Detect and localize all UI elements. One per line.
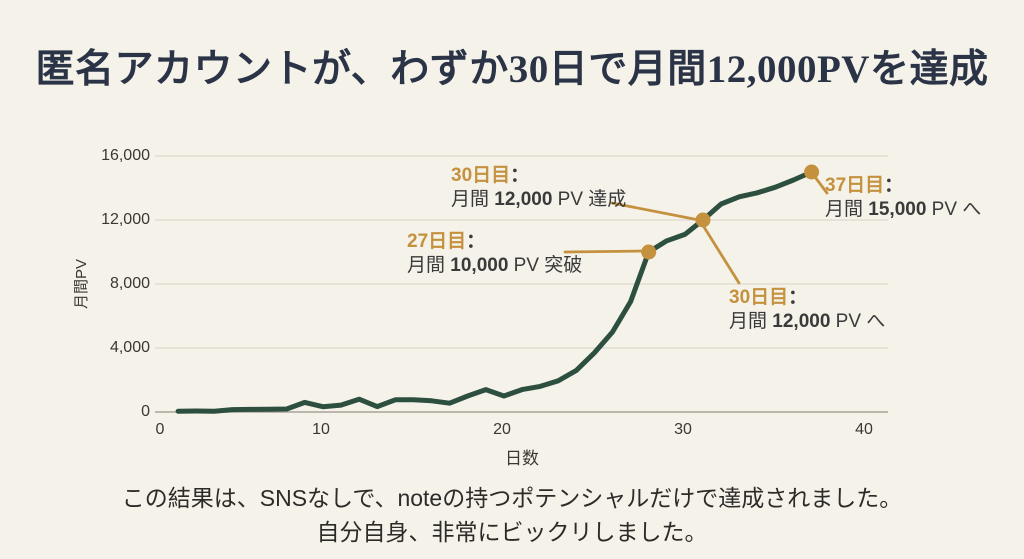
leader-line xyxy=(702,225,741,285)
leader-line xyxy=(610,201,701,222)
y-tick-12000: 12,000 xyxy=(101,211,150,228)
annotation-value: 12,000 xyxy=(772,311,831,332)
annotation-value-line: 月間 12,000 PV 達成 xyxy=(451,189,626,211)
annotation-value: 12,000 xyxy=(494,189,553,210)
annotation-value-line: 月間 12,000 PV へ xyxy=(729,311,885,333)
annotation-colon: ： xyxy=(788,287,808,308)
annotation-value: 15,000 xyxy=(868,199,927,220)
y-tick-8000: 8,000 xyxy=(109,275,150,292)
x-tick-20: 20 xyxy=(493,421,511,438)
annotation-suffix: PV へ xyxy=(830,311,886,332)
milestone-dot xyxy=(804,164,820,180)
annotation-day-text: 27日目 xyxy=(407,231,467,252)
annotation-day-label: 30日目： xyxy=(729,287,885,309)
annotation-day-text: 30日目 xyxy=(451,165,511,186)
annotation-colon: ： xyxy=(884,175,904,196)
annotation-day27-breakthrough: 27日目： 月間 10,000 PV 突破 xyxy=(407,231,582,277)
caption-line-2: 自分自身、非常にビックリしました。 xyxy=(316,519,708,545)
annotation-day30-achieved: 30日目： 月間 12,000 PV 達成 xyxy=(451,165,626,211)
milestone-dot xyxy=(695,212,711,228)
annotation-colon: ： xyxy=(466,231,486,252)
annotation-suffix: PV 達成 xyxy=(552,189,627,210)
page-title: 匿名アカウントが、わずか30日で月間12,000PVを達成 xyxy=(35,48,989,91)
annotation-colon: ： xyxy=(510,165,530,186)
x-axis-title: 日数 xyxy=(505,449,539,468)
annotation-day-label: 27日目： xyxy=(407,231,582,253)
x-tick-10: 10 xyxy=(312,421,330,438)
annotation-value-line: 月間 15,000 PV へ xyxy=(825,199,981,221)
annotation-prefix: 月間 xyxy=(729,311,773,332)
x-tick-30: 30 xyxy=(674,421,692,438)
y-tick-4000: 4,000 xyxy=(109,339,150,356)
annotation-value-line: 月間 10,000 PV 突破 xyxy=(407,255,582,277)
leader-line xyxy=(813,175,829,195)
annotation-prefix: 月間 xyxy=(825,199,869,220)
y-tick-0: 0 xyxy=(141,403,150,420)
annotation-day-label: 37日目： xyxy=(825,175,981,197)
annotation-day30-toward: 30日目： 月間 12,000 PV へ xyxy=(729,287,885,333)
annotation-day-label: 30日目： xyxy=(451,165,626,187)
annotation-suffix: PV へ xyxy=(926,199,982,220)
annotation-prefix: 月間 xyxy=(407,255,451,276)
annotation-prefix: 月間 xyxy=(451,189,495,210)
caption-line-1: この結果は、SNSなしで、noteの持つポテンシャルだけで達成されました。 xyxy=(121,485,903,511)
annotation-day-text: 30日目 xyxy=(729,287,789,308)
annotation-day-text: 37日目 xyxy=(825,175,885,196)
annotation-day37-toward: 37日目： 月間 15,000 PV へ xyxy=(825,175,981,221)
x-tick-40: 40 xyxy=(855,421,873,438)
y-tick-16000: 16,000 xyxy=(101,147,150,164)
x-tick-0: 0 xyxy=(155,421,165,438)
y-axis-title: 月間PV xyxy=(73,259,90,310)
milestone-dot xyxy=(641,244,657,260)
annotation-suffix: PV 突破 xyxy=(508,255,583,276)
annotation-value: 10,000 xyxy=(450,255,509,276)
leader-line xyxy=(563,249,647,254)
